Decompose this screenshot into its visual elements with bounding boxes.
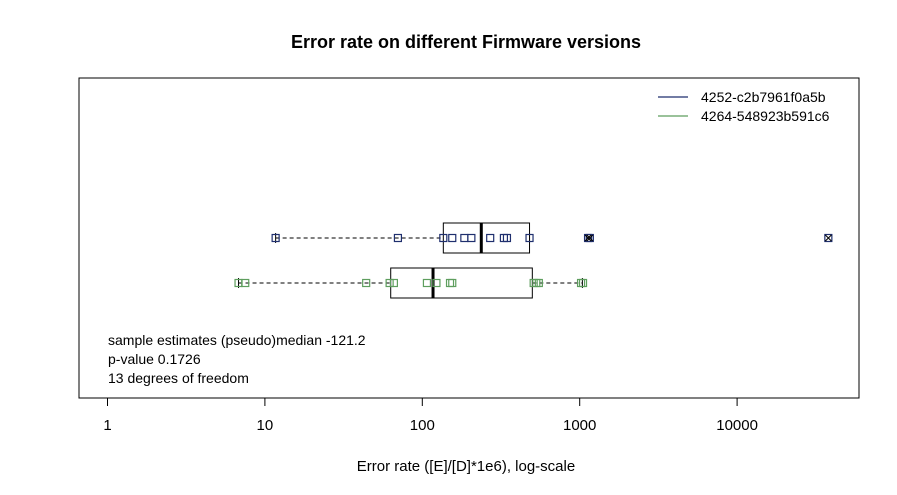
data-point	[467, 233, 476, 243]
data-point	[502, 233, 512, 243]
series-layer	[234, 222, 833, 299]
legend-label: 4252-c2b7961f0a5b	[701, 89, 826, 105]
data-point	[448, 233, 457, 243]
data-point	[432, 278, 441, 288]
stat-annotation: 13 degrees of freedom	[108, 370, 249, 386]
data-point	[362, 278, 371, 288]
x-axis-label: Error rate ([E]/[D]*1e6), log-scale	[357, 458, 575, 475]
data-point	[578, 278, 588, 288]
data-point	[448, 278, 457, 288]
series-group	[234, 267, 588, 299]
x-axis: 1 10 100 1000 10000	[103, 397, 758, 434]
data-point	[439, 233, 448, 243]
stat-annotation: sample estimates (pseudo)median -121.2	[108, 332, 366, 348]
plot-frame	[78, 77, 860, 399]
chart-title: Error rate on different Firmware version…	[291, 32, 641, 52]
outlier-marker	[825, 234, 832, 242]
data-point	[576, 278, 586, 288]
x-tick-label: 100	[410, 417, 435, 434]
iqr-box	[390, 267, 533, 299]
data-point	[486, 233, 495, 243]
data-point	[385, 278, 394, 288]
data-point	[460, 233, 469, 243]
x-tick-label: 10	[257, 417, 274, 434]
stats-annotations: sample estimates (pseudo)median -121.2 p-…	[108, 332, 366, 386]
x-tick-label: 1	[103, 417, 111, 434]
iqr-box	[442, 222, 531, 254]
x-tick-label: 10000	[716, 417, 758, 434]
data-point	[445, 278, 455, 288]
data-point	[824, 233, 833, 243]
outlier-marker	[586, 234, 594, 242]
series-group	[271, 222, 833, 254]
outlier-marker	[584, 234, 592, 242]
data-point	[271, 233, 280, 243]
data-point	[241, 278, 250, 288]
data-point	[422, 278, 432, 288]
data-point	[525, 233, 534, 243]
data-point	[389, 278, 398, 288]
legend: 4252-c2b7961f0a5b 4264-548923b591c6	[658, 89, 830, 124]
data-point	[585, 233, 594, 243]
stat-annotation: p-value 0.1726	[108, 351, 201, 367]
data-point	[534, 278, 543, 288]
x-tick-label: 1000	[563, 417, 596, 434]
legend-label: 4264-548923b591c6	[701, 108, 830, 124]
data-point	[393, 233, 403, 243]
